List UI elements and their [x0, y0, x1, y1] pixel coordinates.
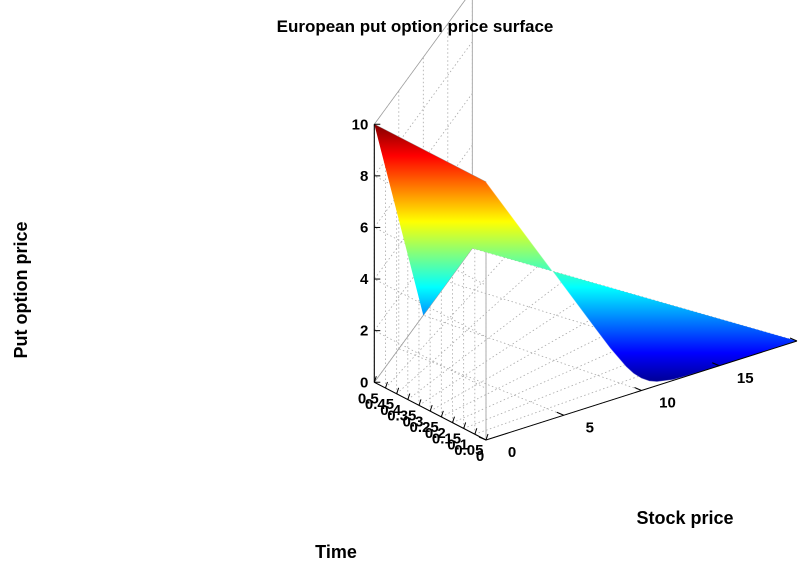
- y-tick-label: 0: [476, 448, 484, 465]
- x-tick-mark: [478, 436, 487, 441]
- x-gridline-floor: [398, 348, 564, 416]
- chart-title: European put option price surface: [277, 17, 554, 36]
- z-axis-label: Put option price: [11, 222, 31, 359]
- y-tick-mark: [418, 399, 422, 406]
- x-tick-mark: [712, 362, 720, 367]
- y-tick-label: 0.4: [380, 402, 402, 419]
- x-tick-label: 15: [737, 370, 754, 387]
- y-tick-mark: [485, 433, 489, 441]
- y-tick-mark: [384, 381, 388, 389]
- x-tick-mark: [789, 337, 798, 342]
- y-tick-mark: [407, 393, 411, 400]
- y-tick-mark: [452, 416, 455, 423]
- tick-layer: 024681000.050.10.150.20.250.30.350.40.45…: [352, 116, 798, 465]
- y-tick-label: 0.05: [454, 442, 483, 459]
- y-tick-mark: [429, 404, 433, 412]
- surface-layer: [374, 124, 798, 383]
- z-tick-label: 2: [360, 323, 368, 340]
- x-tick-label: 10: [659, 395, 676, 412]
- y-tick-label: 0.1: [447, 436, 468, 453]
- y-tick-label: 0.25: [410, 419, 439, 436]
- y-tick-mark: [440, 410, 444, 418]
- x-gridline-floor: [423, 314, 642, 391]
- x-tick-mark: [634, 387, 642, 391]
- y-axis-label: Time: [315, 542, 357, 562]
- y-gridline-floor: [418, 285, 603, 406]
- y-tick-label: 0.15: [432, 431, 461, 448]
- y-tick-mark: [373, 376, 377, 383]
- y-tick-label: 0.2: [425, 425, 446, 442]
- z-tick-label: 0: [360, 374, 368, 391]
- x-tick-label: 5: [586, 419, 594, 436]
- price-surface: [374, 124, 797, 382]
- y-tick-mark: [396, 387, 400, 394]
- z-tick-label: 4: [360, 271, 369, 288]
- x-axis-label: Stock price: [636, 508, 733, 528]
- y-tick-label: 0.35: [387, 408, 416, 425]
- x-tick-mark: [556, 411, 564, 416]
- y-gridline-floor: [385, 257, 506, 389]
- z-tick-label: 10: [352, 116, 369, 133]
- y-tick-mark: [463, 422, 467, 429]
- y-tick-label: 0.3: [403, 413, 424, 430]
- y-tick-mark: [474, 428, 478, 435]
- x-gridline-floor: [447, 281, 720, 367]
- z-tick-label: 6: [360, 219, 368, 236]
- y-tick-label: 0.5: [358, 390, 379, 407]
- x-tick-label: 0: [508, 444, 516, 461]
- y-tick-label: 0.45: [365, 396, 394, 413]
- z-tick-label: 8: [360, 168, 368, 185]
